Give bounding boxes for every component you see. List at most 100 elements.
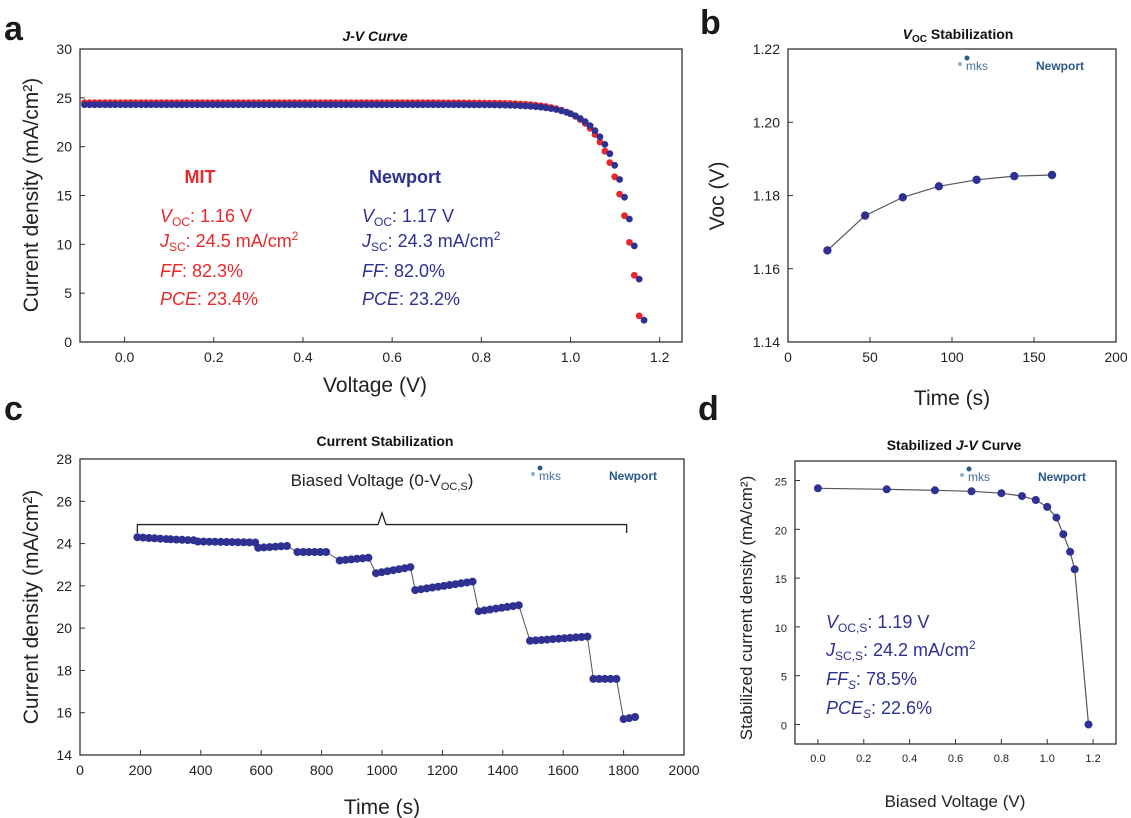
data-point bbox=[813, 484, 822, 493]
newport-title: Newport bbox=[369, 167, 441, 187]
panel-d-y-ticks: 0 5 10 15 20 25 bbox=[775, 477, 800, 732]
x-tick-label: 2000 bbox=[668, 762, 699, 778]
data-point bbox=[211, 537, 219, 546]
panel-c-bracket bbox=[136, 510, 628, 533]
data-point-newport bbox=[630, 242, 638, 250]
data-point-newport bbox=[311, 101, 319, 109]
x-tick-label: 1000 bbox=[366, 762, 397, 778]
data-point-newport bbox=[142, 101, 150, 109]
data-point bbox=[364, 553, 373, 562]
data-point-newport bbox=[506, 101, 514, 109]
data-point bbox=[972, 175, 981, 184]
panel-c-plot-frame bbox=[79, 458, 685, 756]
panel-b-x-ticks: 0 50 100 150 200 bbox=[784, 337, 1128, 365]
data-point-newport bbox=[327, 101, 334, 109]
x-tick-label: 0.4 bbox=[902, 753, 917, 765]
panel-b-y-axis-label: Voc (V) bbox=[706, 162, 729, 231]
y-tick-label: 1.20 bbox=[753, 114, 780, 130]
data-point-newport bbox=[470, 101, 478, 109]
data-point bbox=[199, 537, 208, 546]
data-point bbox=[612, 674, 621, 683]
data-point-newport bbox=[301, 101, 309, 109]
panel-b-x-axis-label: Time (s) bbox=[914, 387, 990, 410]
panel-a-y-axis-label: Current density (mA/cm²) bbox=[20, 78, 43, 313]
y-tick-label: 22 bbox=[56, 578, 72, 594]
y-tick-label: 26 bbox=[56, 493, 72, 509]
data-point-newport bbox=[414, 101, 422, 109]
data-point-newport bbox=[332, 101, 340, 109]
x-tick-label: 400 bbox=[189, 762, 213, 778]
data-point bbox=[537, 636, 546, 644]
panel-a-mit-annotation: MIT VOC: 1.16 V JSC: 24.5 mA/cm2 FF: 82.… bbox=[159, 167, 299, 309]
data-point bbox=[150, 534, 159, 543]
mit-voc: VOC: 1.16 V bbox=[160, 206, 252, 229]
data-point-newport bbox=[404, 101, 411, 109]
data-point-newport bbox=[122, 101, 129, 109]
data-point-newport bbox=[358, 101, 365, 109]
data-point-mit bbox=[635, 312, 643, 320]
data-point-newport bbox=[465, 101, 473, 109]
newport-voc: VOC: 1.17 V bbox=[362, 206, 454, 229]
data-point-newport bbox=[127, 101, 134, 109]
data-point-newport bbox=[265, 101, 273, 109]
y-tick-label: 18 bbox=[56, 662, 72, 678]
data-point-newport bbox=[393, 101, 401, 109]
data-point-newport bbox=[434, 101, 442, 109]
data-point-newport bbox=[450, 101, 458, 109]
panel-d-annotation: VOC,S: 1.19 V JSC,S: 24.2 mA/cm2 FFS: 78… bbox=[825, 612, 976, 721]
y-tick-label: 15 bbox=[775, 574, 787, 586]
panel-d-y-axis-label: Stabilized current density (mA/cm²) bbox=[737, 476, 756, 741]
panel-a-x-axis-label: Voltage (V) bbox=[323, 374, 427, 397]
data-point-newport bbox=[270, 101, 278, 109]
data-point-newport bbox=[337, 101, 345, 109]
x-tick-label: 0.8 bbox=[472, 349, 492, 365]
y-tick-label: 25 bbox=[775, 477, 787, 489]
data-point-newport bbox=[455, 101, 463, 109]
x-tick-label: 1.0 bbox=[561, 349, 581, 365]
data-point-newport bbox=[173, 101, 181, 109]
x-tick-label: 0.4 bbox=[293, 349, 313, 365]
data-point bbox=[554, 634, 563, 643]
data-point bbox=[245, 538, 254, 547]
data-point-newport bbox=[275, 101, 283, 109]
y-tick-label: 5 bbox=[781, 672, 787, 684]
y-tick-label: 14 bbox=[56, 747, 72, 763]
data-point bbox=[1047, 170, 1057, 180]
panel-c-x-axis-label: Time (s) bbox=[344, 796, 420, 818]
data-point-newport bbox=[163, 101, 170, 109]
panel-c-y-ticks: 14 16 18 20 22 24 26 28 bbox=[56, 451, 85, 763]
data-point-newport bbox=[296, 101, 304, 109]
y-tick-label: 30 bbox=[56, 41, 72, 57]
data-point-mit bbox=[630, 271, 638, 279]
data-point bbox=[216, 537, 225, 546]
data-point bbox=[967, 487, 976, 496]
logo-dot-icon bbox=[966, 466, 972, 472]
logo-dot-icon bbox=[960, 473, 964, 477]
logo-dot-icon bbox=[964, 55, 970, 61]
y-tick-label: 25 bbox=[56, 90, 72, 106]
x-tick-label: 1.2 bbox=[650, 349, 670, 365]
data-point-newport bbox=[496, 101, 504, 109]
data-point bbox=[589, 674, 598, 683]
data-point bbox=[304, 548, 313, 556]
data-point-newport bbox=[388, 101, 396, 109]
series-line bbox=[137, 536, 636, 720]
data-point-newport bbox=[214, 101, 222, 109]
panel-a-y-ticks: 0 5 10 15 20 25 30 bbox=[56, 41, 85, 350]
data-point-newport bbox=[322, 101, 329, 109]
data-point bbox=[222, 538, 231, 546]
data-point-newport bbox=[106, 101, 114, 109]
data-point-newport bbox=[168, 101, 176, 109]
x-tick-label: 0 bbox=[784, 349, 792, 365]
data-point-newport bbox=[111, 101, 119, 109]
x-tick-label: 0.0 bbox=[115, 349, 135, 365]
data-point-newport bbox=[616, 176, 623, 183]
data-point-newport bbox=[317, 101, 324, 109]
data-point-newport bbox=[501, 101, 509, 109]
data-point-newport bbox=[537, 103, 545, 111]
data-point-newport bbox=[542, 104, 550, 112]
data-point-newport bbox=[96, 101, 104, 109]
data-point-newport bbox=[368, 101, 375, 109]
data-point bbox=[548, 635, 557, 644]
x-tick-label: 0.0 bbox=[810, 753, 825, 765]
